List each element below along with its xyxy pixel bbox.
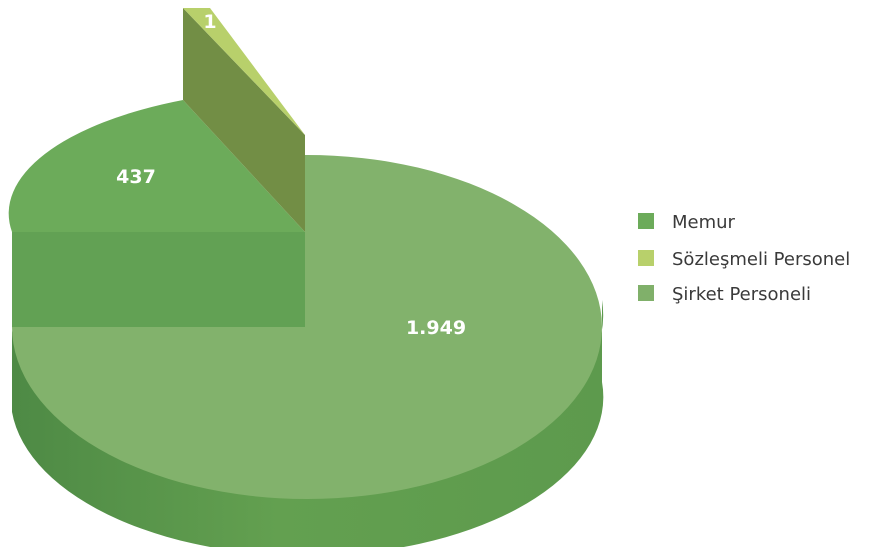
legend-item: Şirket Personeli: [638, 284, 811, 305]
legend-label: Sözleşmeli Personel: [672, 249, 850, 270]
legend-swatch: [638, 250, 654, 266]
slice-sirket-top: [12, 154, 602, 499]
slice-value-label: 1.949: [406, 317, 466, 339]
legend-swatch: [638, 285, 654, 301]
slice-sirket-side: [12, 300, 604, 547]
legend-swatch: [638, 213, 654, 229]
slice-memur: [8, 100, 305, 327]
slice-value-label: 1: [203, 11, 216, 33]
slice-sozlesmeli-personel: [183, 8, 305, 232]
slice-memur-front: [12, 232, 305, 327]
slice-sozlesmeli-wall: [183, 8, 305, 232]
legend: Memur Sözleşmeli Personel Şirket Persone…: [638, 212, 850, 305]
slice-sirket-personeli: [12, 154, 604, 547]
slice-value-label: 437: [116, 166, 156, 188]
legend-label: Memur: [672, 212, 736, 233]
legend-label: Şirket Personeli: [672, 284, 811, 305]
legend-item: Sözleşmeli Personel: [638, 249, 850, 270]
legend-item: Memur: [638, 212, 736, 233]
slice-memur-top: [8, 100, 305, 232]
slice-sozlesmeli-top: [183, 8, 305, 135]
